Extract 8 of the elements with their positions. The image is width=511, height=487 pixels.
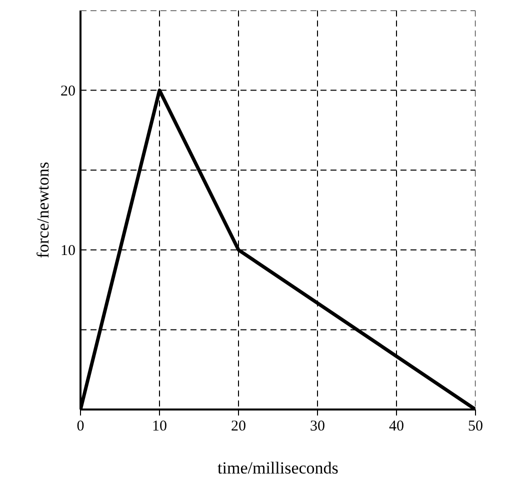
x-tick-label: 20 xyxy=(231,418,246,434)
x-tick-label: 50 xyxy=(468,418,483,434)
x-tick-label: 30 xyxy=(310,418,325,434)
x-axis-title: time/milliseconds xyxy=(218,458,338,478)
x-tick-label: 0 xyxy=(76,418,84,434)
y-axis-title: force/newtons xyxy=(34,162,52,258)
x-tick-label: 10 xyxy=(152,418,167,434)
x-tick-label: 40 xyxy=(389,418,404,434)
